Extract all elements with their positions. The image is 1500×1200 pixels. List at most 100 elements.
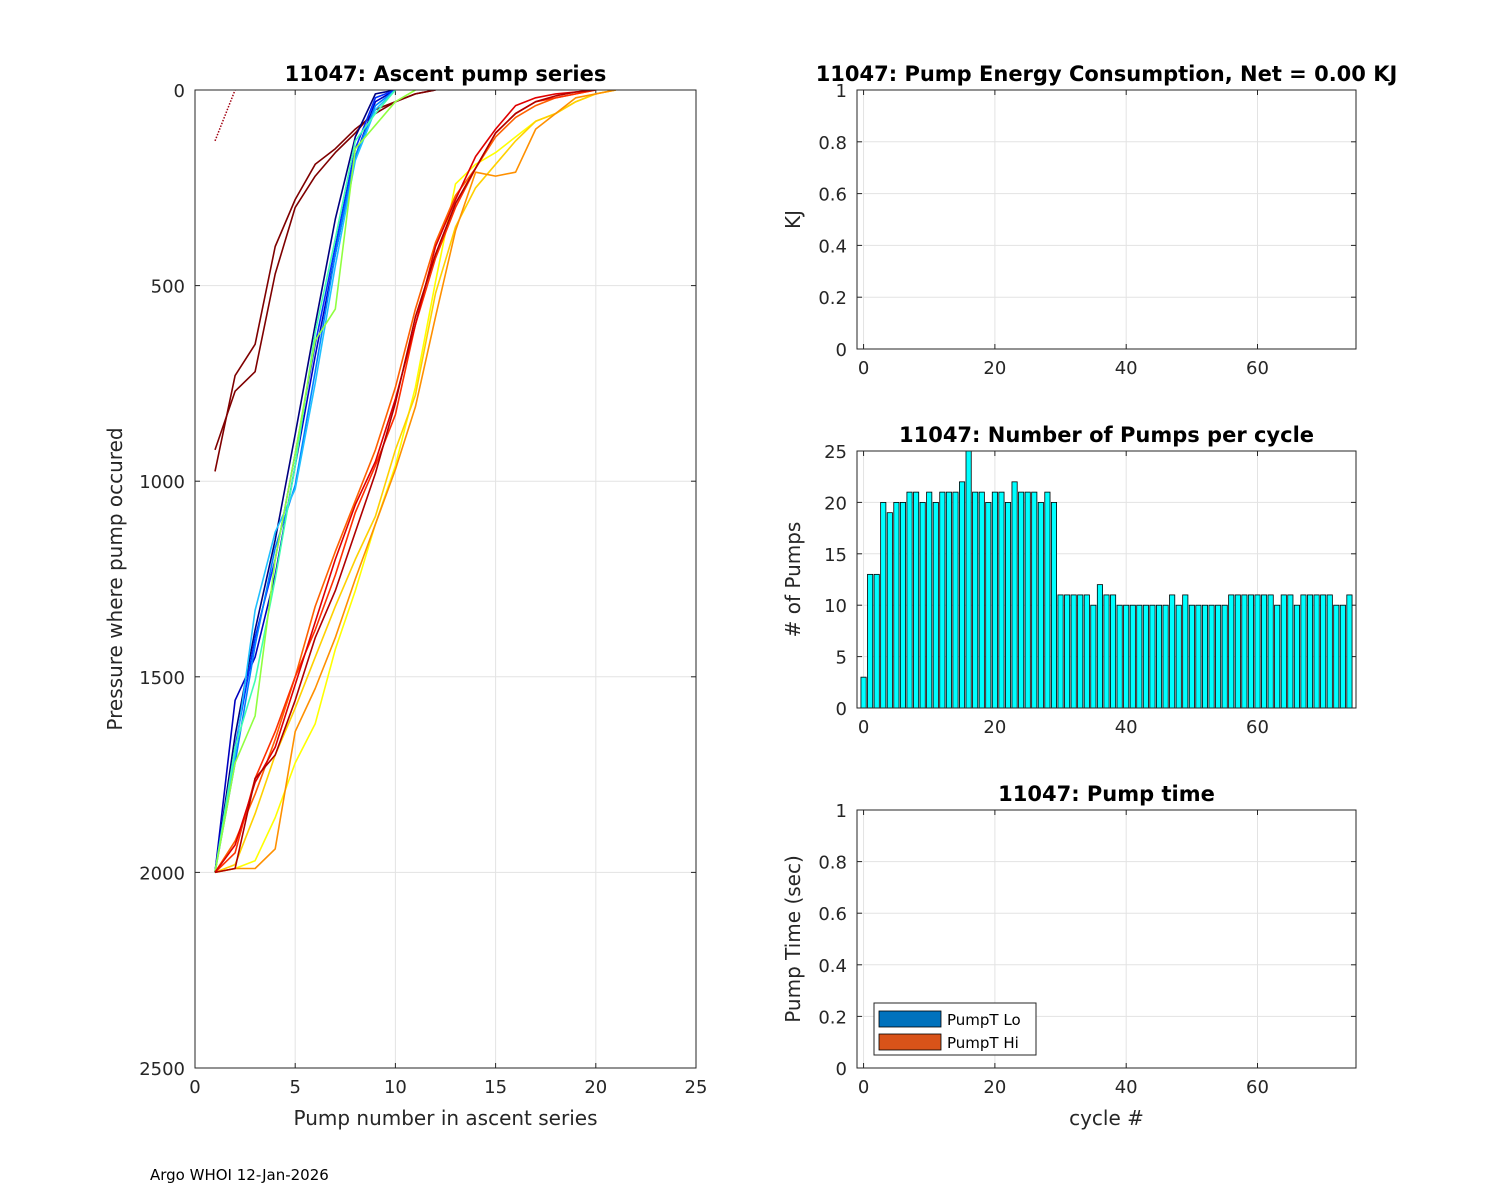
bar (939, 491, 946, 709)
bar (1057, 594, 1064, 709)
legend-swatch (878, 1010, 942, 1028)
bar (1300, 594, 1307, 709)
x-tick-label: 0 (858, 1077, 869, 1098)
y-axis-label: Pressure where pump occured (103, 427, 127, 730)
axes-frame (856, 809, 1357, 1069)
bar (1142, 604, 1149, 709)
bar (1339, 604, 1346, 709)
x-tick-label: 60 (1246, 717, 1269, 738)
bar (860, 676, 867, 709)
legend-label: PumpT Hi (947, 1034, 1019, 1052)
x-tick-label: 0 (858, 358, 869, 379)
legend-swatch (878, 1033, 942, 1051)
bar (873, 573, 880, 709)
bar (1267, 594, 1274, 709)
bar (1129, 604, 1136, 709)
bar (1169, 594, 1176, 709)
x-tick-label: 15 (484, 1077, 507, 1098)
bar (1136, 604, 1143, 709)
chart-title: 11047: Pump time (998, 782, 1215, 806)
y-tick-label: 5 (836, 648, 847, 669)
bar (985, 501, 992, 709)
bar (932, 501, 939, 709)
x-tick-label: 20 (584, 1077, 607, 1098)
y-tick-label: 0.2 (818, 288, 847, 309)
bar (1149, 604, 1156, 709)
x-tick-label: 25 (685, 1077, 708, 1098)
bar (1156, 604, 1163, 709)
x-tick-label: 5 (289, 1077, 300, 1098)
bar (1346, 594, 1353, 709)
y-tick-label: 0.2 (818, 1007, 847, 1028)
bar (1280, 594, 1287, 709)
bar (1110, 594, 1117, 709)
x-tick-label: 40 (1115, 717, 1138, 738)
bar (919, 501, 926, 709)
x-axis-label: cycle # (1069, 1106, 1144, 1130)
bar (1096, 584, 1103, 709)
bar (972, 491, 979, 709)
series-line (214, 90, 416, 873)
y-tick-label: 0.4 (818, 956, 847, 977)
x-tick-label: 0 (189, 1077, 200, 1098)
series-line (214, 90, 596, 874)
x-tick-label: 20 (983, 1077, 1006, 1098)
y-tick-label: 0.8 (818, 853, 847, 874)
bar (945, 491, 952, 709)
bar (1090, 604, 1097, 709)
series-line (214, 90, 616, 874)
bar (1241, 594, 1248, 709)
x-tick-label: 20 (983, 717, 1006, 738)
bar (886, 512, 893, 709)
bar (1261, 594, 1268, 709)
legend: PumpT Lo PumpT Hi (873, 1002, 1037, 1056)
x-tick-label: 60 (1246, 1077, 1269, 1098)
y-tick-label: 2000 (139, 863, 185, 884)
y-tick-label: 0.8 (818, 133, 847, 154)
bar (1247, 594, 1254, 709)
bar (926, 491, 933, 709)
bar (1333, 604, 1340, 709)
bar (965, 450, 972, 709)
bar (906, 491, 913, 709)
bar (1037, 501, 1044, 709)
series-line (214, 90, 396, 873)
footer-credit: Argo WHOI 12-Jan-2026 (150, 1166, 329, 1184)
x-tick-label: 20 (983, 358, 1006, 379)
bar (893, 501, 900, 709)
y-tick-label: 0 (836, 699, 847, 720)
bar (1320, 594, 1327, 709)
bar (1162, 604, 1169, 709)
y-axis-label: Pump Time (sec) (781, 855, 805, 1023)
bar (1123, 604, 1130, 709)
bar (1215, 604, 1222, 709)
bar (1064, 594, 1071, 709)
y-tick-label: 0.6 (818, 904, 847, 925)
bar (1313, 594, 1320, 709)
chart-title: 11047: Ascent pump series (285, 62, 607, 86)
bar (1077, 594, 1084, 709)
x-axis-label: Pump number in ascent series (293, 1106, 597, 1130)
y-tick-label: 1500 (139, 668, 185, 689)
bar (1024, 491, 1031, 709)
bar (880, 501, 887, 709)
series-line (214, 90, 596, 873)
bar (1287, 594, 1294, 709)
series-line (214, 90, 396, 873)
pump-time-chart: 0 20 40 60 0 0.2 0.4 0.6 0.8 1 11047: Pump time cyc… (781, 782, 1357, 1130)
y-axis-label: KJ (781, 210, 805, 229)
y-axis-label: # of Pumps (781, 522, 805, 638)
bar (1031, 491, 1038, 709)
x-tick-label: 40 (1115, 358, 1138, 379)
pumps-per-cycle-chart: 0 20 40 60 0 5 10 15 20 25 11047: Number of Pumps … (781, 423, 1357, 738)
bar (1103, 594, 1110, 709)
bar (978, 491, 985, 709)
legend-label: PumpT Lo (947, 1011, 1021, 1029)
bar (1018, 491, 1025, 709)
bar (899, 501, 906, 709)
bar (998, 491, 1005, 709)
bar (1050, 501, 1057, 709)
series-line (214, 90, 236, 142)
bar (1234, 594, 1241, 709)
